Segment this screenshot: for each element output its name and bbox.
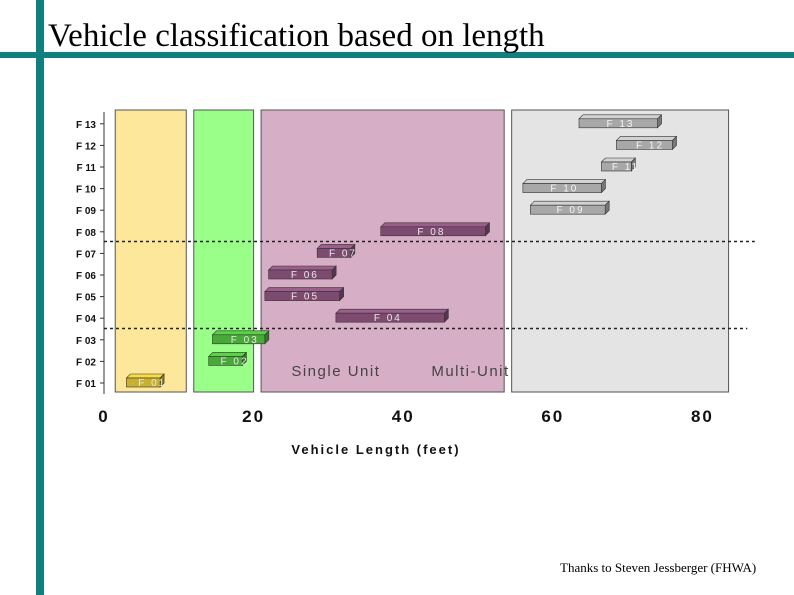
- bar-label: F 10: [550, 184, 578, 195]
- zone-pink: [260, 109, 505, 393]
- range-bar-f02: F 02: [207, 351, 249, 367]
- zone-gray: [511, 109, 730, 393]
- range-bar-f03: F 03: [211, 330, 270, 346]
- range-bar-f07: F 07: [316, 243, 357, 259]
- bar-front-face: [522, 183, 602, 193]
- x-tick-label: 80: [691, 407, 714, 426]
- y-tick-label: F 07: [76, 249, 96, 260]
- bar-front-face: [316, 248, 352, 258]
- x-tick-label: 60: [541, 407, 564, 426]
- y-tick-label: F 13: [76, 120, 96, 131]
- range-bar-f09: F 09: [529, 200, 610, 216]
- y-tick-label: F 03: [76, 336, 96, 347]
- bar-label: F 03: [231, 335, 259, 346]
- range-bar-f13: F 13: [578, 114, 663, 130]
- bar-label: F 11: [612, 162, 639, 173]
- multi-unit-label: Multi-Unit: [431, 363, 509, 380]
- bar-front-face: [616, 140, 673, 150]
- credit-text: Thanks to Steven Jessberger (FHWA): [560, 560, 757, 575]
- x-tick-label: 0: [98, 407, 109, 426]
- range-bar-f08: F 08: [380, 222, 491, 238]
- range-bar-f05: F 05: [264, 286, 345, 303]
- bar-label: F 01: [138, 378, 166, 389]
- y-tick-label: F 08: [76, 228, 96, 239]
- bar-label: F 04: [374, 313, 402, 324]
- bar-label: F 09: [557, 205, 585, 216]
- range-bar-f10: F 10: [522, 178, 607, 195]
- accent-vertical-bar: [36, 0, 44, 595]
- y-tick-label: F 11: [77, 163, 97, 174]
- bar-front-face: [380, 226, 486, 237]
- bar-front-face: [264, 291, 340, 301]
- bar-label: F 07: [329, 248, 357, 259]
- x-tick-label: 40: [392, 407, 415, 426]
- zone-green: [193, 109, 255, 393]
- bar-front-face: [126, 377, 161, 388]
- bar-front-face: [335, 312, 445, 323]
- range-bar-f04: F 04: [335, 308, 450, 324]
- range-bar-f12: F 12: [615, 135, 678, 151]
- y-tick-label: F 01: [76, 379, 96, 390]
- bar-front-face: [530, 204, 606, 215]
- bar-label: F 06: [291, 270, 319, 281]
- bar-label: F 05: [291, 292, 319, 303]
- bar-label: F 12: [636, 140, 664, 151]
- range-bar-f06: F 06: [267, 265, 337, 281]
- x-axis-label: Vehicle Length (feet): [291, 442, 460, 457]
- bar-label: F 08: [417, 227, 445, 238]
- bar-front-face: [268, 269, 333, 280]
- accent-horizontal-bar: [0, 52, 794, 58]
- range-bar-f01: F 01: [125, 373, 166, 389]
- y-tick-label: F 06: [76, 271, 96, 282]
- y-tick-label: F 09: [76, 206, 96, 217]
- y-tick-label: F 05: [76, 293, 96, 304]
- single-unit-label: Single Unit: [291, 363, 380, 380]
- bar-front-face: [212, 334, 266, 345]
- y-tick-label: F 04: [76, 314, 96, 325]
- zone-yellow: [114, 109, 187, 393]
- bar-front-face: [578, 118, 658, 129]
- bar-front-face: [208, 356, 243, 366]
- x-tick-label: 20: [242, 407, 265, 426]
- vehicle-length-chart: F 01 F 02 F 03 F 04 F 05 F 06 F 07 F 08 F 09 F 10…: [76, 109, 755, 457]
- bar-front-face: [601, 161, 632, 172]
- bar-label: F 02: [221, 356, 249, 367]
- bar-label: F 13: [606, 119, 634, 130]
- y-tick-label: F 02: [76, 357, 96, 368]
- range-bar-f11: F 11: [600, 157, 639, 173]
- slide-title: Vehicle classification based on length: [48, 18, 545, 54]
- y-tick-label: F 12: [76, 141, 96, 152]
- y-tick-label: F 10: [76, 185, 96, 196]
